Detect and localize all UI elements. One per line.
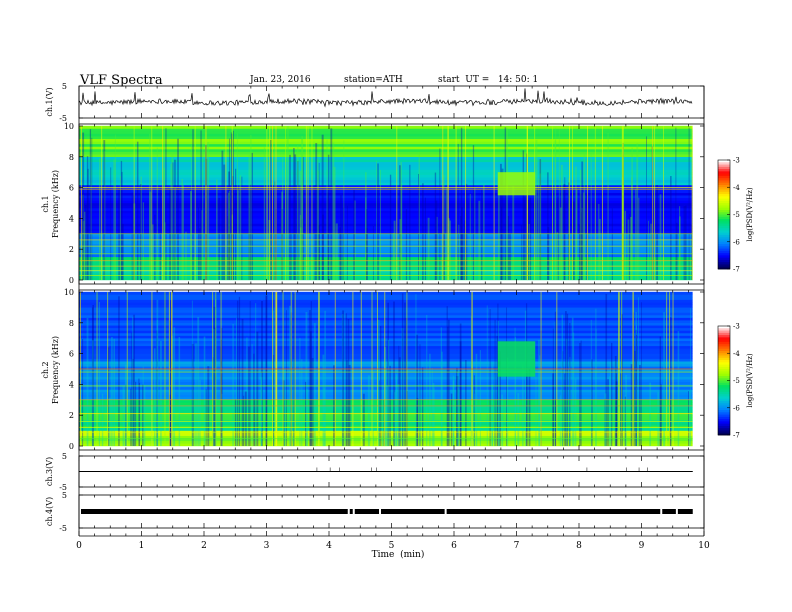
ch1-spectrogram-ytick-label: 2 bbox=[69, 245, 74, 254]
ch1-spectrogram-ylabel-frequency: Frequency (kHz) bbox=[51, 170, 60, 238]
ch1-spectrogram-colorbar-tick-label: -3 bbox=[733, 157, 740, 165]
text-layer: VLF Spectra Jan. 23, 2016 station=ATH st… bbox=[79, 73, 538, 560]
ch1-waveform-signal bbox=[78, 88, 693, 108]
ch2-spectrogram-colorbar-label: log(PSD(V²/Hz) bbox=[746, 353, 754, 408]
ch2-spectrogram-ytick-label: 0 bbox=[69, 442, 74, 451]
header-start-time: start UT = 14: 50: 1 bbox=[438, 75, 538, 85]
ch2-spectrogram-colorbar-tick-label: -3 bbox=[733, 323, 740, 331]
ch1-spectrogram-ytick-label: 8 bbox=[69, 153, 74, 162]
ch4-waveform-gap bbox=[660, 509, 663, 514]
time-axis-tick-label: 6 bbox=[451, 541, 457, 551]
ch2-spectrogram-colorbar-tick-label: -5 bbox=[733, 377, 740, 385]
ch2-spectrogram-colorbar-tick-label: -7 bbox=[733, 432, 740, 440]
header-station: station=ATH bbox=[344, 75, 403, 85]
ch1-spectrogram-ytick-label: 6 bbox=[69, 184, 74, 193]
ch1-spectrogram-colorbar bbox=[717, 159, 731, 270]
ch4-waveform-gap bbox=[675, 509, 678, 514]
ch4-waveform-signal bbox=[81, 509, 693, 514]
ch1-spectrogram-ytick-label: 10 bbox=[64, 122, 74, 131]
ch4-waveform-ytick-label-bottom: -5 bbox=[59, 524, 67, 533]
ch4-waveform-gap bbox=[347, 509, 350, 514]
time-axis-tick-label: 0 bbox=[76, 541, 82, 551]
ch4-waveform-gap bbox=[352, 509, 355, 514]
figure-title: VLF Spectra bbox=[79, 73, 163, 88]
ch1-spectrogram-colorbar-tick-label: -7 bbox=[733, 266, 740, 274]
time-axis-tick-label: 1 bbox=[139, 541, 145, 551]
time-axis-tick-label: 2 bbox=[201, 541, 207, 551]
ch1-spectrogram-event-burst bbox=[497, 172, 536, 196]
time-axis-tick-label: 10 bbox=[698, 541, 710, 551]
ch1-waveform-ytick-label-bottom: -5 bbox=[59, 114, 67, 123]
ch1-spectrogram-ytick-label: 4 bbox=[69, 214, 74, 223]
ch1-spectrogram-ylabel-channel: ch.1 bbox=[41, 195, 50, 212]
ch1-spectrogram-ytick-label: 0 bbox=[69, 276, 74, 285]
ch4-waveform-ytick-label-top: 5 bbox=[62, 491, 67, 500]
ch1-spectrogram-colorbar-tick-label: -5 bbox=[733, 211, 740, 219]
ch2-spectrogram-ylabel-channel: ch.2 bbox=[41, 361, 50, 378]
ch2-spectrogram-ytick-label: 8 bbox=[69, 319, 74, 328]
ch3-waveform-ytick-label-top: 5 bbox=[62, 452, 67, 461]
time-axis bbox=[78, 86, 705, 537]
ch2-spectrogram-ytick-label: 10 bbox=[64, 288, 74, 297]
time-axis-tick-label: 8 bbox=[576, 541, 582, 551]
time-axis-tick-label: 5 bbox=[389, 541, 395, 551]
time-axis-tick-label: 7 bbox=[514, 541, 520, 551]
time-axis-tick-label: 3 bbox=[264, 541, 270, 551]
ch3-waveform-ytick-label-bottom: -5 bbox=[59, 483, 67, 492]
ch1-spectrogram-colorbar-label: log(PSD(V²/Hz) bbox=[746, 187, 754, 242]
ch2-spectrogram-event-burst bbox=[497, 341, 536, 377]
time-axis-tick-label: 9 bbox=[639, 541, 645, 551]
ch2-spectrogram-colorbar bbox=[717, 325, 731, 436]
ch4-waveform-ylabel: ch.4(V) bbox=[45, 497, 54, 526]
ch1-spectrogram-colorbar-tick-label: -4 bbox=[733, 184, 740, 192]
ch2-spectrogram-colorbar-tick-label: -6 bbox=[733, 404, 740, 412]
ch2-spectrogram-ytick-label: 6 bbox=[69, 350, 74, 359]
ch2-spectrogram-ytick-label: 4 bbox=[69, 380, 74, 389]
ch2-spectrogram-image bbox=[79, 290, 704, 450]
ch2-spectrogram-ylabel-frequency: Frequency (kHz) bbox=[51, 336, 60, 404]
ch4-waveform-gap bbox=[379, 509, 381, 514]
ch2-spectrogram-ytick-label: 2 bbox=[69, 411, 74, 420]
ch1-spectrogram-colorbar-tick-label: -6 bbox=[733, 238, 740, 246]
ch1-waveform-ylabel: ch.1(V) bbox=[45, 87, 54, 116]
ch2-spectrogram-colorbar-tick-label: -4 bbox=[733, 350, 740, 358]
header-date: Jan. 23, 2016 bbox=[249, 75, 311, 85]
ch1-waveform-ytick-label-top: 5 bbox=[62, 82, 67, 91]
ch4-waveform-gap bbox=[444, 509, 447, 514]
ch1-spectrogram-image bbox=[79, 124, 704, 284]
time-axis-tick-label: 4 bbox=[326, 541, 332, 551]
x-axis-label: Time (min) bbox=[372, 549, 425, 560]
ch3-waveform-ylabel: ch.3(V) bbox=[45, 457, 54, 486]
